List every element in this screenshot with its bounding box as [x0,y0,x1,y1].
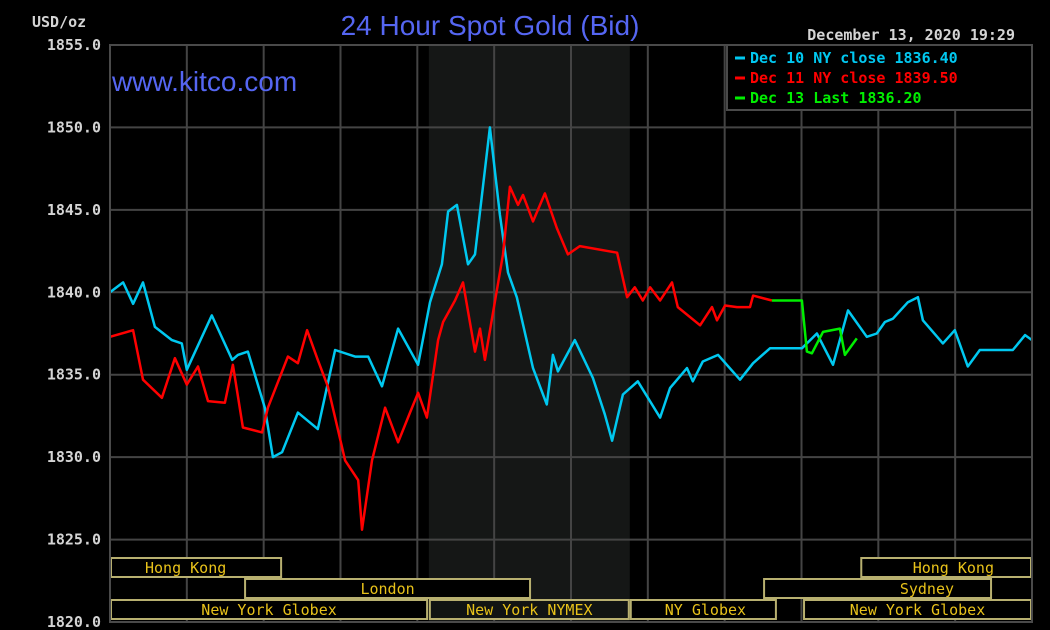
series-line-1 [109,185,773,531]
y-axis-ticks: 1855.0 1850.0 1845.0 1840.0 1835.0 1830.0 1825… [47,36,101,630]
y-tick-label: 1850.0 [47,118,101,136]
y-tick-label: 1820.0 [47,613,101,630]
market-sessions: Hong Kong Hong Kong London Sydney New York G… [110,557,1033,620]
y-tick-label: 1825.0 [47,531,101,549]
y-tick-label: 1855.0 [47,36,101,54]
session-bar [763,578,993,599]
series-line-0 [109,126,1033,459]
session-label: Sydney [900,580,954,598]
session-label: New York Globex [201,601,336,619]
y-tick-label: 1835.0 [47,366,101,384]
session-label: NY Globex [665,601,746,619]
legend-entry: Dec 13 Last 1836.20 [750,89,922,107]
legend: Dec 10 NY close 1836.40 Dec 11 NY close 1… [726,44,1033,111]
session-label: London [360,580,414,598]
session-bar [629,599,777,620]
legend-entry: Dec 10 NY close 1836.40 [750,49,958,67]
series-line-2 [771,299,858,357]
session-label: New York Globex [850,601,985,619]
legend-box [726,44,1033,111]
plot-frame [109,44,1033,623]
watermark-url: www.kitco.com [111,66,297,97]
y-axis-unit: USD/oz [32,13,86,31]
chart-title: 24 Hour Spot Gold (Bid) [341,10,640,41]
grid [110,45,1032,622]
y-tick-label: 1830.0 [47,448,101,466]
timestamp: December 13, 2020 19:29 [807,26,1015,44]
series-lines [109,126,1033,531]
session-label: Hong Kong [913,559,994,577]
session-bar [428,599,630,620]
session-bar [244,578,532,599]
session-label: New York NYMEX [466,601,592,619]
session-label: Hong Kong [145,559,226,577]
y-tick-label: 1840.0 [47,283,101,301]
legend-entry: Dec 11 NY close 1839.50 [750,69,958,87]
y-tick-label: 1845.0 [47,201,101,219]
highlight-band [428,45,630,622]
